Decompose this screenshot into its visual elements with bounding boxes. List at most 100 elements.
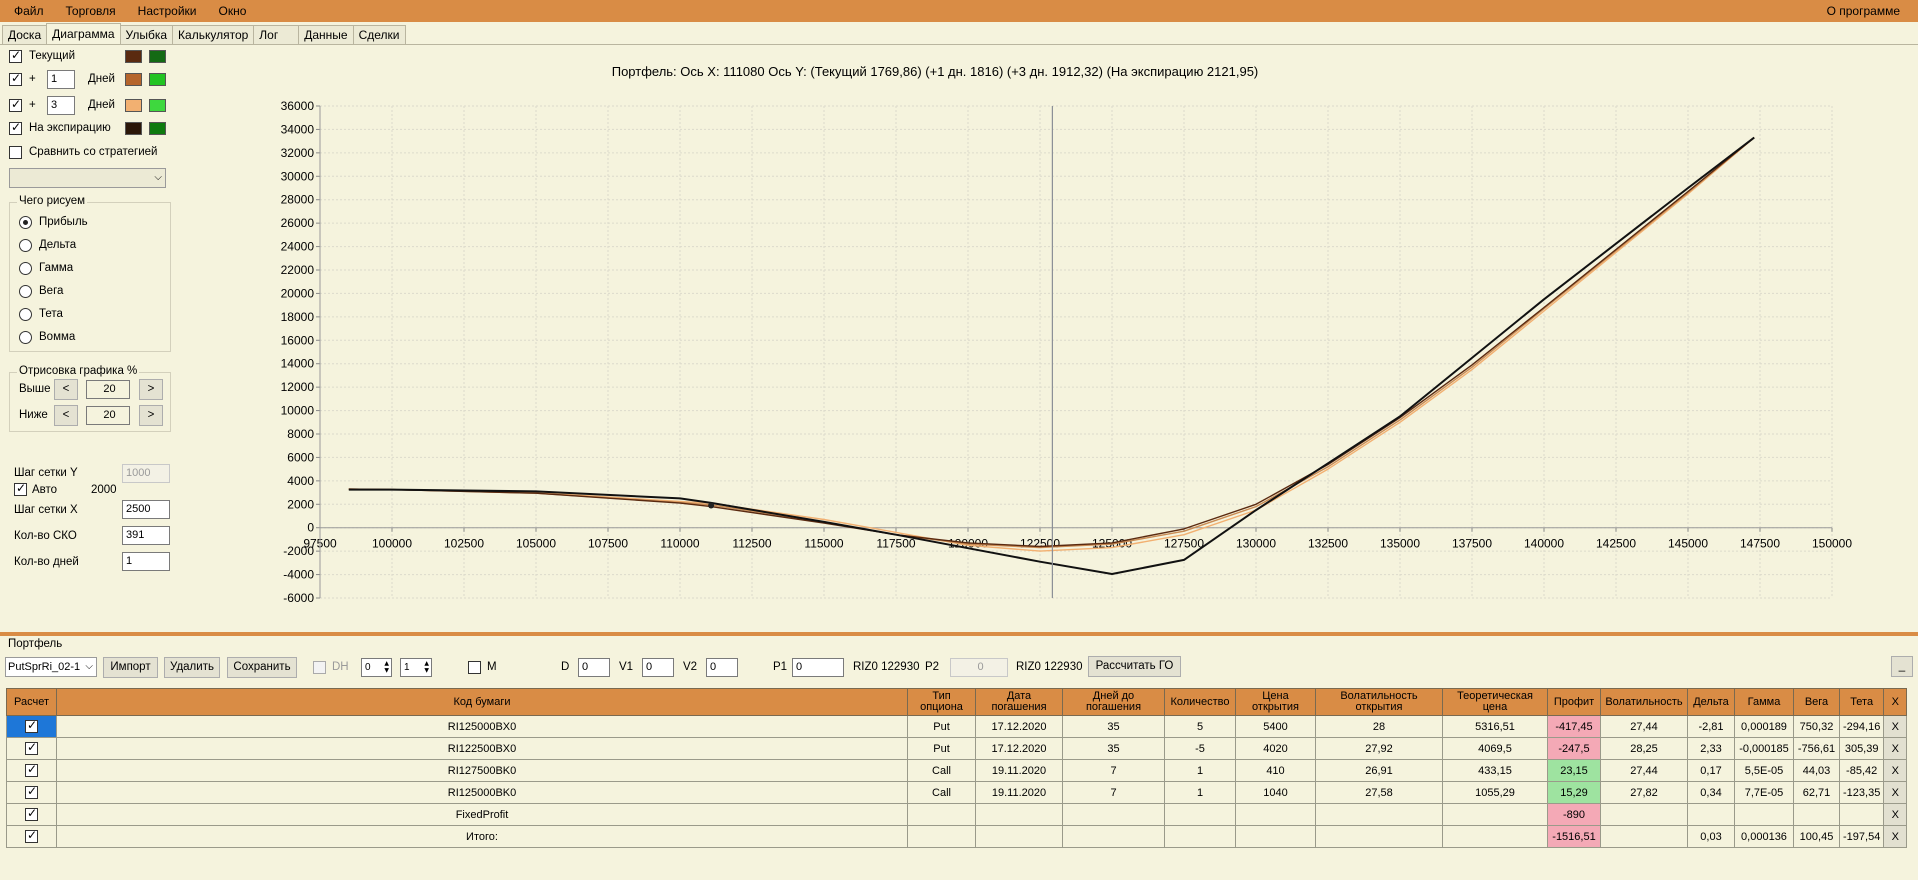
row-remove-button[interactable]: X (1883, 737, 1908, 760)
table-row[interactable]: RI125000BX0Put17.12.20203555400285316,51… (6, 715, 1908, 738)
row-calc-checkbox[interactable] (25, 828, 38, 843)
row-calc-checkbox[interactable] (25, 740, 38, 755)
above-decrease-button[interactable]: < (54, 379, 78, 400)
days1-color-swatch[interactable] (125, 73, 142, 86)
row-calc-checkbox[interactable] (25, 806, 38, 821)
d-input[interactable]: 0 (578, 658, 610, 677)
col-open-vol[interactable]: Волатильность открытия (1315, 688, 1443, 716)
col-theo-price[interactable]: Теоретическая цена (1442, 688, 1548, 716)
days1-input[interactable]: 1 (47, 70, 75, 89)
splitter[interactable] (0, 632, 1918, 636)
delete-button[interactable]: Удалить (164, 657, 220, 678)
col-expiry[interactable]: Дата погашения (975, 688, 1063, 716)
col-open-price[interactable]: Цена открытия (1235, 688, 1316, 716)
menu-window[interactable]: Окно (218, 4, 247, 18)
auto-checkbox[interactable] (14, 481, 27, 496)
menu-trading[interactable]: Торговля (65, 4, 116, 18)
col-vol[interactable]: Волатильность (1600, 688, 1688, 716)
col-remove[interactable]: X (1883, 688, 1908, 716)
below-value[interactable]: 20 (86, 406, 130, 425)
expiry-checkbox[interactable] (9, 120, 22, 135)
row-remove-button[interactable]: X (1883, 759, 1908, 782)
col-days[interactable]: Дней до погашения (1062, 688, 1165, 716)
col-calc[interactable]: Расчет (6, 688, 57, 716)
above-increase-button[interactable]: > (139, 379, 163, 400)
table-row[interactable]: FixedProfit -890 X (6, 803, 1908, 826)
row-remove-button[interactable]: X (1883, 781, 1908, 804)
radio-gamma[interactable] (19, 262, 32, 275)
row-remove-button[interactable]: X (1883, 803, 1908, 826)
dh-checkbox[interactable] (313, 661, 326, 674)
menu-file[interactable]: Файл (14, 4, 44, 18)
spin2-input[interactable]: 1 ▲ ▼ (400, 658, 432, 677)
radio-delta[interactable] (19, 239, 32, 252)
m-checkbox[interactable] (468, 661, 481, 674)
calculate-go-button[interactable]: Рассчитать ГО (1088, 656, 1181, 677)
menu-about[interactable]: О программе (1826, 4, 1900, 18)
menu-settings[interactable]: Настройки (137, 4, 197, 18)
col-theta[interactable]: Тета (1838, 688, 1885, 716)
p2-input[interactable]: 0 (950, 658, 1008, 677)
expiry-color-swatch[interactable] (125, 122, 142, 135)
current-color-swatch-2[interactable] (149, 50, 166, 63)
col-delta[interactable]: Дельта (1687, 688, 1735, 716)
row-calc-cell[interactable] (6, 781, 57, 804)
tab-data[interactable]: Данные (298, 25, 354, 44)
portfolio-select[interactable]: PutSprRi_02-1 ⌵ (5, 657, 97, 677)
sko-input[interactable]: 391 (122, 526, 170, 545)
table-row[interactable]: RI125000BK0Call19.11.202071104027,581055… (6, 781, 1908, 804)
import-button[interactable]: Импорт (103, 657, 158, 678)
grid-y-input[interactable]: 1000 (122, 464, 170, 483)
days3-color-swatch-2[interactable] (149, 99, 166, 112)
col-profit[interactable]: Профит (1547, 688, 1601, 716)
profit-chart[interactable]: Портфель: Ось X: 111080 Ось Y: (Текущий … (0, 0, 1918, 632)
p1-input[interactable]: 0 (792, 658, 844, 677)
col-vega[interactable]: Вега (1793, 688, 1840, 716)
row-remove-button[interactable]: X (1883, 825, 1908, 848)
spin2-arrows-icon[interactable]: ▲ ▼ (424, 660, 429, 674)
days1-checkbox[interactable] (9, 71, 22, 86)
tab-calculator[interactable]: Калькулятор (172, 25, 255, 44)
table-row[interactable]: RI122500BX0Put17.12.202035-5402027,92406… (6, 737, 1908, 760)
col-type[interactable]: Тип опциона (907, 688, 976, 716)
days3-color-swatch[interactable] (125, 99, 142, 112)
compare-checkbox[interactable] (9, 146, 22, 159)
row-calc-cell[interactable] (6, 825, 57, 848)
current-color-swatch[interactable] (125, 50, 142, 63)
radio-vega[interactable] (19, 285, 32, 298)
col-qty[interactable]: Количество (1164, 688, 1236, 716)
tab-log[interactable]: Лог (253, 25, 300, 44)
above-value[interactable]: 20 (86, 380, 130, 399)
spin1-arrows-icon[interactable]: ▲ ▼ (384, 660, 389, 674)
grid-x-input[interactable]: 2500 (122, 500, 170, 519)
days3-input[interactable]: 3 (47, 96, 75, 115)
below-increase-button[interactable]: > (139, 405, 163, 426)
row-calc-checkbox[interactable] (25, 784, 38, 799)
v1-input[interactable]: 0 (642, 658, 674, 677)
row-calc-checkbox[interactable] (25, 718, 38, 733)
below-decrease-button[interactable]: < (54, 405, 78, 426)
col-code[interactable]: Код бумаги (56, 688, 908, 716)
radio-vomma[interactable] (19, 331, 32, 344)
row-calc-cell[interactable] (6, 737, 57, 760)
days-count-input[interactable]: 1 (122, 552, 170, 571)
table-row[interactable]: RI127500BK0Call19.11.20207141026,91433,1… (6, 759, 1908, 782)
strategy-select[interactable]: ⌵ (9, 168, 166, 188)
tab-deals[interactable]: Сделки (352, 25, 406, 44)
row-calc-cell[interactable] (6, 803, 57, 826)
v2-input[interactable]: 0 (706, 658, 738, 677)
tab-smile[interactable]: Улыбка (119, 25, 174, 44)
days1-color-swatch-2[interactable] (149, 73, 166, 86)
days3-checkbox[interactable] (9, 97, 22, 112)
minimize-button[interactable]: _ (1891, 656, 1913, 677)
row-remove-button[interactable]: X (1883, 715, 1908, 738)
col-gamma[interactable]: Гамма (1734, 688, 1794, 716)
radio-theta[interactable] (19, 308, 32, 321)
row-calc-cell[interactable] (6, 759, 57, 782)
row-calc-cell[interactable] (6, 715, 57, 738)
expiry-color-swatch-2[interactable] (149, 122, 166, 135)
save-button[interactable]: Сохранить (227, 657, 297, 678)
tab-diagram[interactable]: Диаграмма (46, 23, 121, 44)
spin1-input[interactable]: 0 ▲ ▼ (361, 658, 392, 677)
